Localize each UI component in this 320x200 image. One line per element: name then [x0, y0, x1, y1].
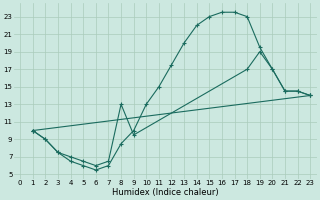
X-axis label: Humidex (Indice chaleur): Humidex (Indice chaleur)	[112, 188, 219, 197]
